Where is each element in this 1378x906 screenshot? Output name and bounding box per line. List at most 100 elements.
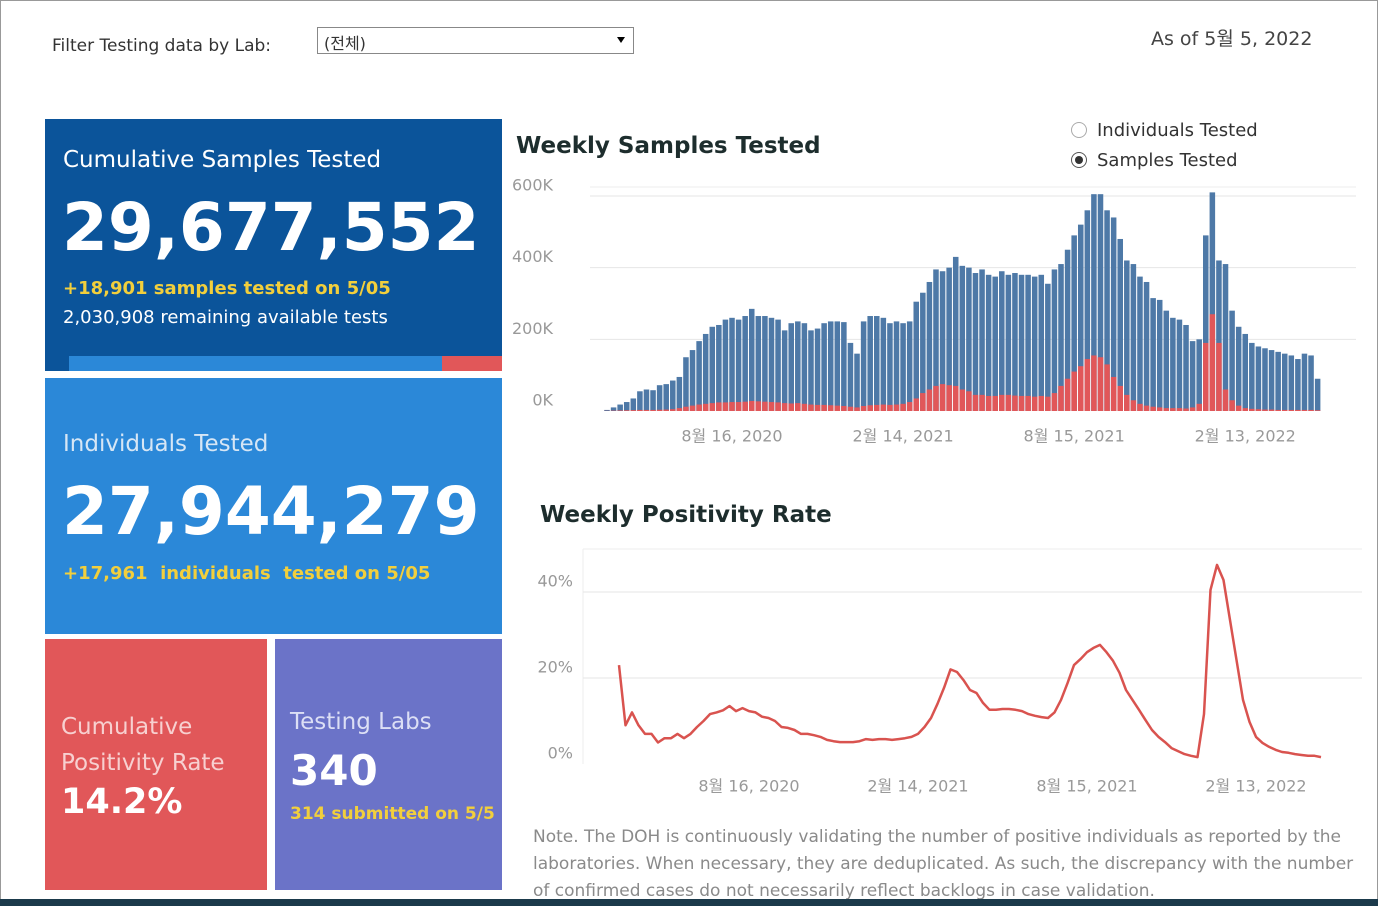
bar (834, 321, 841, 411)
bar (762, 401, 768, 411)
bar (617, 410, 623, 411)
as-of: As of 5월 5, 2022 (1151, 28, 1313, 50)
x-tick-label: 2월 13, 2022 (1195, 427, 1296, 446)
bar (716, 402, 722, 411)
card-positivity: Cumulative Positivity Rate 14.2% (45, 639, 267, 890)
bar (893, 404, 900, 411)
bar (1235, 405, 1242, 411)
bar (1137, 403, 1143, 411)
bar (1156, 299, 1163, 411)
bar (1308, 355, 1314, 411)
bar (1097, 194, 1104, 411)
bar (623, 402, 630, 411)
bar (985, 274, 992, 411)
bar (1209, 192, 1216, 411)
bar (1025, 274, 1031, 411)
bar (999, 394, 1005, 411)
bar (1071, 235, 1077, 411)
bar (702, 333, 709, 411)
bar (1137, 276, 1143, 411)
bar (900, 323, 906, 411)
bar (755, 316, 762, 411)
bar (1150, 298, 1156, 411)
bar (1077, 366, 1084, 411)
bar (637, 391, 643, 411)
progress-used (69, 356, 442, 371)
bar (1084, 359, 1091, 411)
bar (992, 395, 998, 411)
bar (867, 316, 873, 411)
y-tick-label: 20% (537, 658, 573, 677)
bar (1045, 396, 1051, 411)
bar (696, 404, 702, 411)
bar (762, 316, 768, 411)
bar (1045, 283, 1051, 411)
bar (920, 393, 926, 411)
bar (1064, 378, 1071, 411)
bar (906, 402, 913, 411)
bar (1222, 389, 1229, 411)
y-tick-label: 40% (537, 572, 573, 591)
bar (1005, 274, 1012, 411)
bar (841, 322, 847, 411)
chart-title: Weekly Samples Tested (516, 133, 821, 159)
card-value: 29,677,552 (62, 189, 480, 266)
toggle: Individuals Tested Samples Tested (1071, 120, 1258, 180)
radio-option[interactable]: Samples Tested (1071, 150, 1258, 180)
bar (637, 409, 643, 411)
x-tick-label: 8월 15, 2021 (1036, 777, 1137, 796)
lab-select[interactable]: (전체) (317, 27, 634, 54)
bar (1163, 408, 1170, 411)
bar (650, 409, 656, 411)
x-tick-label: 2월 14, 2021 (852, 427, 953, 446)
y-tick-label: 600K (512, 175, 554, 194)
bar (966, 267, 972, 411)
bar (1314, 410, 1321, 411)
bar (1262, 348, 1268, 411)
card-value: 340 (290, 746, 378, 795)
bar (781, 330, 788, 411)
bar (1064, 249, 1071, 411)
bar (1268, 409, 1275, 411)
card-detail: 2,030,908 remaining available tests (63, 307, 388, 328)
bar (1163, 310, 1170, 411)
bar (834, 405, 841, 411)
bar (814, 404, 821, 411)
bar (781, 403, 788, 411)
bar (1203, 235, 1209, 411)
bar (623, 410, 630, 411)
bar (1249, 408, 1255, 411)
card-title: Testing Labs (290, 709, 432, 735)
x-tick-label: 2월 14, 2021 (867, 777, 968, 796)
bar (959, 389, 966, 411)
bar (1031, 396, 1038, 411)
radio-label: Samples Tested (1097, 150, 1238, 171)
radio-option[interactable]: Individuals Tested (1071, 120, 1258, 150)
bar (1077, 224, 1084, 411)
bar (1183, 408, 1189, 411)
bar (1262, 409, 1268, 411)
bar (702, 403, 709, 411)
bar (1012, 395, 1018, 411)
x-tick-label: 8월 16, 2020 (681, 427, 782, 446)
card-value: 27,944,279 (62, 473, 480, 550)
bar (617, 404, 623, 411)
bar (1183, 324, 1189, 411)
bar (1176, 408, 1183, 411)
bar (1301, 353, 1308, 411)
bar (887, 323, 893, 411)
bar (656, 409, 663, 411)
bar (663, 409, 669, 411)
bar (992, 276, 998, 411)
bar (630, 398, 637, 411)
bar (630, 410, 637, 411)
bar (722, 402, 729, 411)
bar (670, 380, 676, 411)
bar (1110, 217, 1117, 411)
bar (1117, 385, 1123, 411)
bar (1150, 406, 1156, 411)
bar (1229, 400, 1235, 411)
bar (676, 376, 683, 411)
bar (775, 319, 781, 411)
card-title: Cumulative Samples Tested (63, 147, 382, 173)
